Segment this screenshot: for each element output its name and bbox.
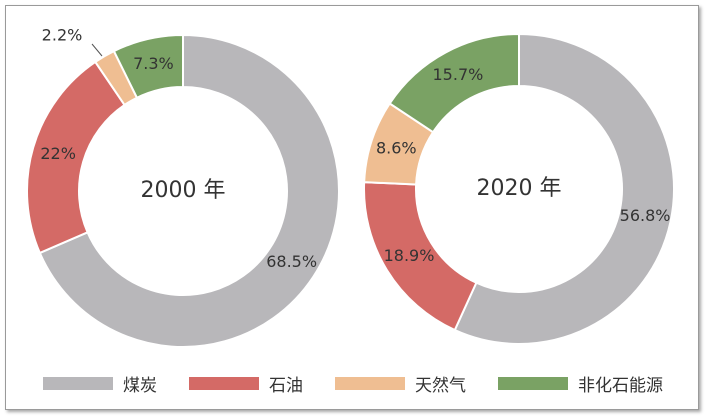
legend-item-coal: 煤炭	[43, 371, 157, 396]
slice-coal	[38, 33, 340, 348]
center-label: 2020 年	[477, 176, 562, 201]
legend-swatch-coal	[43, 376, 113, 390]
donut-chart-2000: 68.5% 22% 2.2% 7.3% 2000 年	[26, 26, 340, 348]
slice-label-coal: 56.8%	[620, 206, 671, 225]
legend-item-oil: 石油	[189, 371, 303, 396]
legend-label-non-fossil: 非化石能源	[578, 375, 663, 396]
legend-item-gas: 天然气	[335, 371, 466, 396]
donut-charts: 68.5% 22% 2.2% 7.3% 2000 年 56.8% 18.9% 8.6% 15.…	[26, 26, 675, 348]
legend-label-gas: 天然气	[415, 375, 466, 396]
donut-chart-2020: 56.8% 18.9% 8.6% 15.7% 2020 年	[363, 32, 675, 345]
legend-label-coal: 煤炭	[123, 375, 157, 396]
center-label: 2000 年	[141, 178, 226, 203]
slice-label-non-fossil: 7.3%	[133, 54, 174, 73]
legend: 煤炭 石油 天然气 非化石能源	[0, 368, 706, 398]
leader-line-gas	[91, 43, 103, 57]
slice-label-coal: 68.5%	[266, 252, 317, 271]
slice-label-gas: 8.6%	[376, 139, 417, 158]
legend-swatch-non-fossil	[498, 376, 568, 390]
slice-label-non-fossil: 15.7%	[433, 65, 484, 84]
slice-non-fossil	[112, 33, 184, 100]
legend-label-oil: 石油	[269, 375, 303, 396]
legend-swatch-oil	[189, 376, 259, 390]
slice-non-fossil	[388, 32, 520, 134]
legend-swatch-gas	[335, 376, 405, 390]
slice-coal	[453, 32, 675, 345]
slice-label-oil: 22%	[40, 144, 76, 163]
legend-item-non-fossil: 非化石能源	[498, 371, 663, 396]
slice-label-oil: 18.9%	[384, 246, 435, 265]
slice-label-gas: 2.2%	[42, 26, 83, 45]
